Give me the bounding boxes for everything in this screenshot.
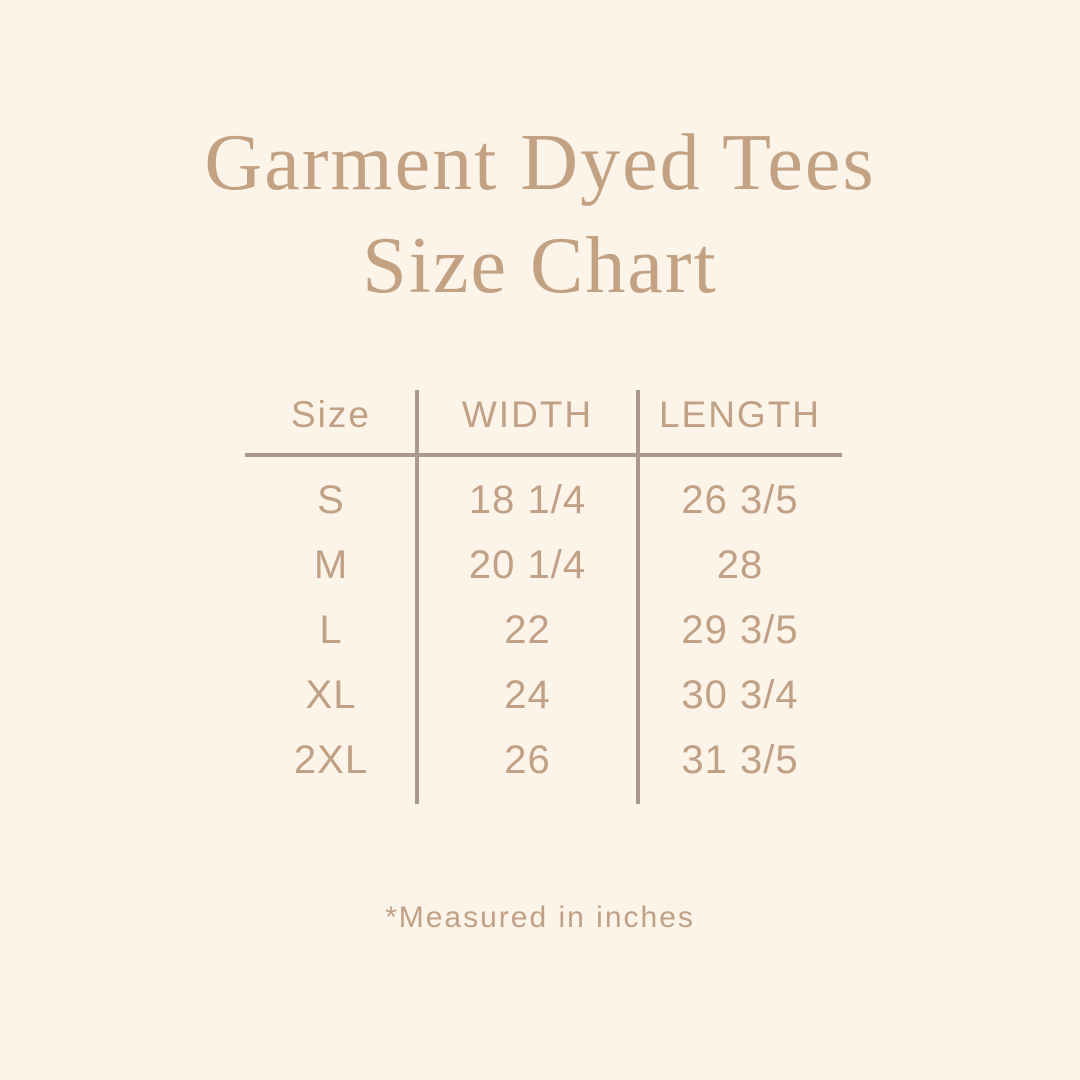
cell-xl-width: 24 bbox=[504, 673, 551, 717]
cell-xl-size: XL bbox=[305, 673, 357, 717]
header-divider-line bbox=[245, 453, 842, 457]
cell-m-width: 20 1/4 bbox=[468, 543, 587, 587]
cell-s-width: 18 1/4 bbox=[468, 478, 587, 522]
cell-l-size: L bbox=[319, 608, 343, 652]
column-header-size: Size bbox=[291, 394, 371, 435]
cell-m-length: 28 bbox=[716, 543, 764, 587]
column-divider-size-width bbox=[415, 390, 419, 804]
cell-m-size: M bbox=[313, 543, 349, 587]
column-header-width: WIDTH bbox=[461, 394, 594, 435]
cell-l-length: 29 3/5 bbox=[681, 608, 799, 652]
column-header-length: LENGTH bbox=[658, 394, 822, 435]
column-divider-width-length bbox=[636, 390, 640, 804]
cell-2xl-length: 31 3/5 bbox=[681, 738, 799, 782]
measurement-footnote: *Measured in inches bbox=[385, 901, 695, 934]
table-header-row: Size WIDTH LENGTH bbox=[245, 386, 842, 444]
title-line-2: Size Chart bbox=[362, 222, 718, 310]
cell-2xl-size: 2XL bbox=[293, 738, 369, 782]
cell-2xl-width: 26 bbox=[504, 738, 551, 782]
title-line-1: Garment Dyed Tees bbox=[204, 119, 876, 207]
cell-s-size: S bbox=[317, 478, 345, 522]
cell-xl-length: 30 3/4 bbox=[681, 673, 799, 717]
page-title: Garment Dyed Tees Size Chart bbox=[0, 112, 1080, 318]
size-table: Size WIDTH LENGTH S 18 1/4 26 3/5 M 20 1… bbox=[245, 0, 842, 1080]
cell-s-length: 26 3/5 bbox=[681, 478, 799, 522]
table-body: S 18 1/4 26 3/5 M 20 1/4 28 L 22 29 3/5 … bbox=[245, 468, 842, 793]
cell-l-width: 22 bbox=[504, 608, 551, 652]
